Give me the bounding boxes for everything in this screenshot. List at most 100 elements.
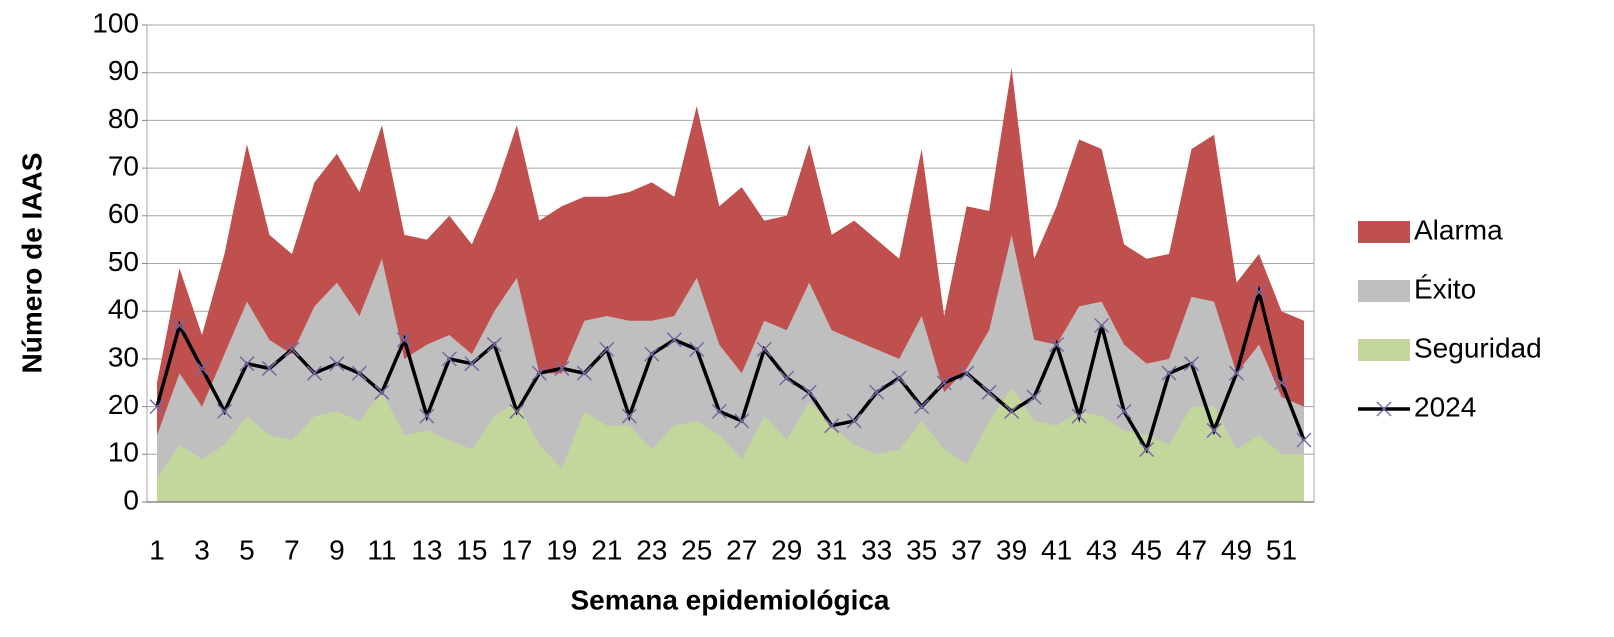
marker bbox=[329, 356, 345, 372]
x-tick-label: 19 bbox=[546, 534, 577, 565]
x-tick-label: 43 bbox=[1086, 534, 1117, 565]
x-tick-label: 5 bbox=[239, 534, 255, 565]
x-tick-label: 11 bbox=[367, 534, 396, 565]
marker bbox=[1026, 389, 1042, 405]
x-tick-label: 9 bbox=[329, 534, 345, 565]
marker bbox=[1161, 365, 1177, 381]
marker bbox=[666, 332, 682, 348]
x-axis-title: Semana epidemiológica bbox=[571, 584, 890, 615]
marker bbox=[1273, 375, 1290, 391]
marker bbox=[216, 403, 233, 419]
marker bbox=[261, 360, 277, 376]
legend-swatch bbox=[1358, 280, 1410, 302]
marker bbox=[531, 365, 547, 381]
y-tick-label: 40 bbox=[108, 294, 139, 325]
marker bbox=[914, 399, 930, 415]
marker bbox=[284, 341, 300, 357]
legend-label: Éxito bbox=[1414, 273, 1476, 304]
marker bbox=[846, 413, 862, 429]
marker bbox=[374, 384, 390, 400]
marker bbox=[1206, 422, 1222, 438]
x-tick-label: 25 bbox=[681, 534, 712, 565]
x-tick-label: 41 bbox=[1041, 534, 1072, 565]
marker bbox=[419, 408, 435, 424]
y-tick-label: 80 bbox=[108, 103, 139, 134]
marker bbox=[1049, 337, 1065, 353]
marker bbox=[1139, 441, 1155, 458]
y-axis-title: Número de IAAS bbox=[16, 153, 47, 374]
y-tick-label: 90 bbox=[108, 55, 139, 86]
x-tick-label: 23 bbox=[636, 534, 667, 565]
y-tick-label: 30 bbox=[108, 341, 139, 372]
marker bbox=[1004, 403, 1020, 419]
marker bbox=[1071, 408, 1087, 424]
marker bbox=[1296, 432, 1312, 448]
marker bbox=[171, 317, 188, 334]
marker bbox=[509, 403, 525, 419]
marker bbox=[689, 341, 705, 357]
y-tick-label: 100 bbox=[92, 7, 139, 38]
x-tick-label: 39 bbox=[996, 534, 1027, 565]
legend-label: Alarma bbox=[1414, 214, 1503, 245]
marker bbox=[1184, 356, 1200, 372]
x-tick-label: 17 bbox=[501, 534, 532, 565]
marker bbox=[1228, 365, 1245, 381]
marker bbox=[824, 418, 840, 434]
x-tick-label: 45 bbox=[1131, 534, 1162, 565]
legend-label: Seguridad bbox=[1414, 332, 1542, 363]
x-tick-label: 35 bbox=[906, 534, 937, 565]
marker bbox=[734, 413, 750, 429]
marker bbox=[1251, 284, 1267, 300]
marker bbox=[1116, 403, 1132, 419]
marker bbox=[891, 370, 907, 386]
marker bbox=[644, 346, 660, 362]
x-tick-label: 47 bbox=[1176, 534, 1207, 565]
y-tick-label: 0 bbox=[123, 484, 139, 515]
marker bbox=[711, 403, 727, 419]
marker bbox=[936, 375, 952, 391]
marker bbox=[869, 384, 885, 400]
x-tick-label: 49 bbox=[1221, 534, 1252, 565]
marker bbox=[396, 332, 412, 348]
y-tick-label: 60 bbox=[108, 198, 139, 229]
marker bbox=[599, 341, 615, 357]
y-tick-label: 50 bbox=[108, 246, 139, 277]
x-tick-label: 21 bbox=[591, 534, 622, 565]
y-tick-label: 70 bbox=[108, 150, 139, 181]
marker bbox=[464, 356, 480, 372]
marker bbox=[981, 384, 997, 400]
marker bbox=[576, 365, 592, 381]
legend-swatch bbox=[1358, 339, 1410, 361]
marker bbox=[959, 365, 975, 381]
x-tick-label: 3 bbox=[194, 534, 210, 565]
marker bbox=[441, 351, 457, 367]
marker bbox=[801, 384, 817, 400]
x-tick-label: 27 bbox=[726, 534, 757, 565]
y-tick-label: 20 bbox=[108, 389, 139, 420]
x-tick-label: 13 bbox=[411, 534, 442, 565]
legend-marker bbox=[1376, 401, 1392, 417]
marker bbox=[1094, 317, 1110, 334]
legend-swatch bbox=[1358, 221, 1410, 243]
marker bbox=[756, 341, 772, 357]
marker bbox=[486, 337, 502, 353]
marker bbox=[149, 399, 165, 415]
marker bbox=[351, 365, 367, 381]
marker bbox=[194, 360, 210, 376]
marker bbox=[239, 356, 255, 372]
x-tick-label: 33 bbox=[861, 534, 892, 565]
x-tick-label: 7 bbox=[284, 534, 300, 565]
x-tick-label: 37 bbox=[951, 534, 982, 565]
marker bbox=[621, 408, 637, 424]
x-tick-label: 1 bbox=[149, 534, 165, 565]
marker bbox=[306, 365, 322, 381]
y-tick-label: 10 bbox=[108, 437, 139, 468]
x-tick-label: 29 bbox=[771, 534, 802, 565]
line bbox=[155, 285, 1306, 454]
x-tick-label: 51 bbox=[1266, 534, 1297, 565]
marker bbox=[554, 360, 570, 376]
legend-label: 2024 bbox=[1414, 391, 1476, 422]
x-tick-label: 31 bbox=[816, 534, 847, 565]
x-tick-label: 15 bbox=[456, 534, 487, 565]
